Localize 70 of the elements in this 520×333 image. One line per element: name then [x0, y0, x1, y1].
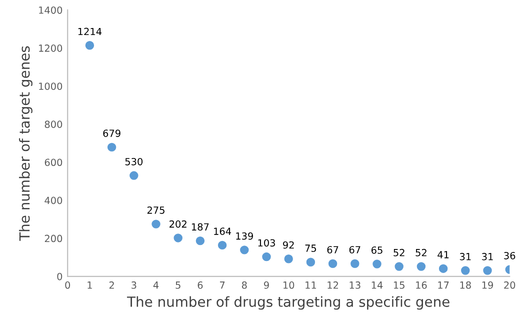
y-tick-label: 600	[44, 158, 62, 166]
y-tick-label: 800	[44, 120, 62, 128]
data-label: 679	[103, 130, 120, 137]
x-tick-label: 8	[242, 281, 247, 289]
point	[461, 266, 470, 275]
data-label: 92	[283, 241, 294, 249]
y-tick-label: 400	[44, 196, 62, 204]
y-tick-label: 1400	[39, 6, 62, 14]
data-label: 1214	[78, 28, 102, 36]
data-label: 52	[394, 248, 404, 256]
x-tick-label: 3	[132, 281, 136, 289]
data-label: 530	[125, 158, 143, 166]
point	[416, 262, 426, 271]
point	[284, 254, 293, 264]
data-label: 31	[482, 252, 493, 260]
x-tick-label: 9	[264, 281, 269, 289]
point	[196, 236, 205, 246]
data-label: 187	[192, 223, 209, 231]
data-label: 164	[214, 228, 232, 235]
x-tick-label: 4	[153, 282, 159, 289]
x-tick-label: 15	[394, 282, 404, 289]
data-label: 65	[371, 246, 382, 254]
point	[85, 41, 94, 50]
data-label: 52	[416, 248, 426, 256]
y-tick-label: 0	[57, 272, 62, 280]
data-label: 67	[349, 246, 360, 254]
point	[218, 240, 227, 250]
x-axis-title: The number of drugs targeting a specific gene	[127, 296, 450, 310]
x-tick-label: 14	[372, 282, 383, 289]
x-tick-label: 18	[460, 281, 471, 289]
data-label: 275	[147, 206, 164, 214]
data-label: 31	[460, 252, 471, 260]
x-tick-label: 19	[482, 281, 493, 289]
y-tick-label: 1200	[39, 44, 62, 52]
point	[107, 142, 116, 152]
data-label: 41	[438, 251, 449, 258]
data-label: 139	[236, 232, 253, 240]
x-tick-label: 13	[350, 281, 360, 289]
data-label: 36	[504, 252, 516, 260]
x-tick-label: 0	[65, 281, 70, 289]
point	[394, 262, 404, 271]
x-tick-label: 17	[438, 282, 449, 289]
data-label: 103	[258, 239, 275, 247]
point	[240, 246, 249, 254]
data-label: 67	[327, 246, 338, 254]
x-tick-label: 1	[88, 282, 92, 289]
data-label: 75	[305, 244, 316, 252]
data-label: 202	[170, 220, 186, 228]
x-tick-label: 20	[504, 281, 516, 289]
x-tick-label: 6	[198, 281, 203, 289]
x-tick-label: 7	[220, 282, 225, 289]
y-tick-label: 1000	[39, 82, 62, 90]
point	[130, 171, 138, 180]
point	[483, 266, 492, 275]
x-tick-label: 16	[416, 281, 427, 289]
y-tick-label: 200	[44, 234, 62, 242]
point	[262, 252, 271, 262]
x-tick-label: 12	[328, 281, 338, 289]
x-tick-label: 10	[283, 281, 294, 289]
point	[328, 259, 338, 268]
point	[174, 234, 182, 242]
point	[306, 258, 316, 266]
point	[152, 220, 160, 228]
x-tick-label: 5	[176, 282, 180, 289]
point	[372, 260, 382, 268]
x-tick-label: 2	[109, 281, 114, 289]
y-axis-title: The number of target genes	[19, 46, 32, 241]
x-tick-label: 11	[306, 282, 316, 289]
point	[350, 259, 360, 268]
point	[438, 264, 448, 273]
